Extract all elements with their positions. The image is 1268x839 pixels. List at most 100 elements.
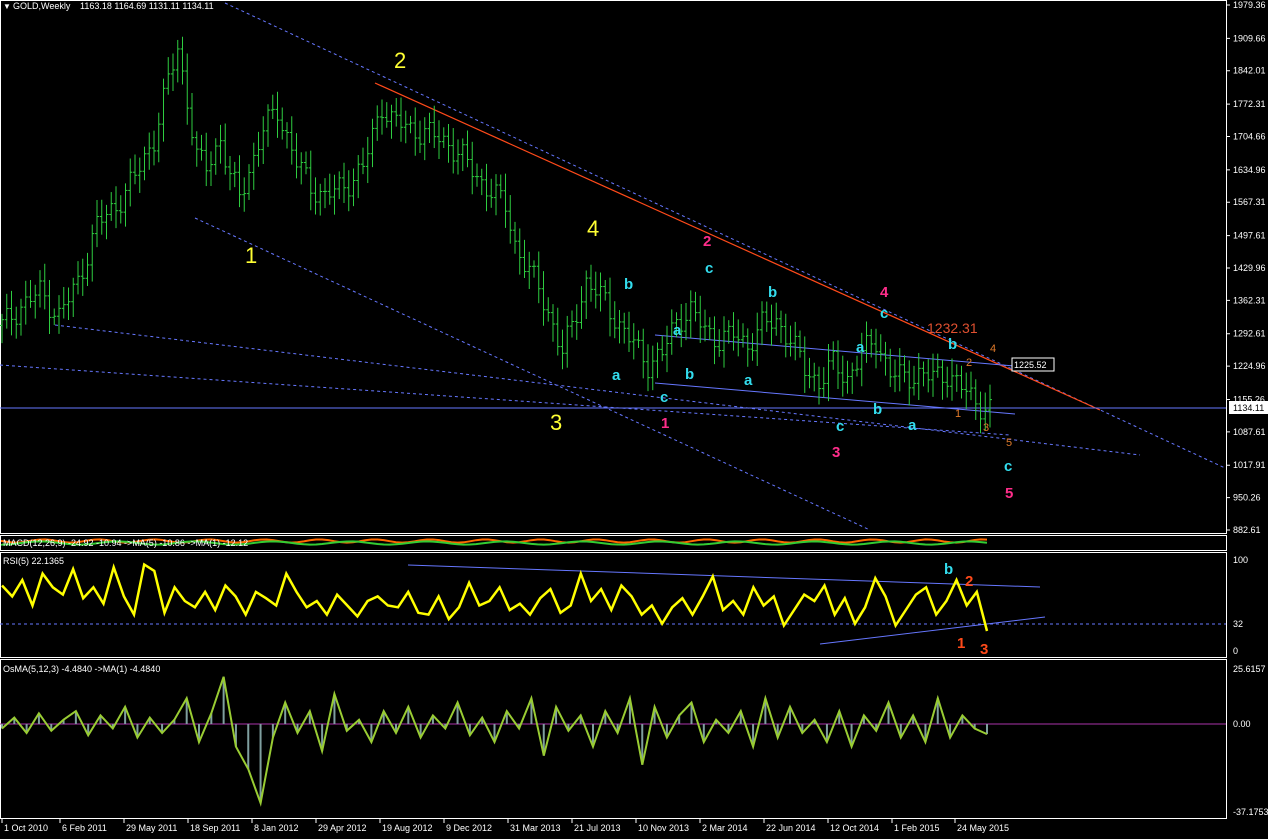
current-price-tag: 1134.11 — [1229, 401, 1268, 414]
price-tick-label: 950.26 — [1233, 493, 1261, 503]
upper-channel-dash — [224, 2, 1226, 469]
wave-minor-b1: b — [624, 276, 633, 293]
wave-minor-c1: c — [660, 389, 668, 406]
price-tick-label: 1979.36 — [1233, 0, 1266, 10]
axis-layer: 1979.36 1909.66 1842.01 1772.31 1704.66 1634.… — [1226, 0, 1268, 817]
rsi-tick-label: 100 — [1233, 555, 1248, 565]
x-tick-label: 18 Sep 2011 — [190, 823, 240, 833]
rsi-panel-frame — [0, 552, 1227, 658]
rsi-wave-2: 2 — [965, 573, 973, 590]
rsi-tick-label: 32 — [1233, 619, 1243, 629]
rsi-lower-trend — [819, 616, 1046, 645]
wave-sub-4: 4 — [990, 343, 996, 355]
x-tick-label: 24 May 2015 — [957, 823, 1009, 833]
wave-sub-5: 5 — [1006, 437, 1012, 449]
triangle-lower — [654, 382, 1016, 415]
x-tick-label: 12 Oct 2014 — [830, 823, 879, 833]
wave-minor-a1: a — [612, 367, 621, 384]
x-tick-label: 8 Jan 2012 — [254, 823, 299, 833]
wave-major-4: 4 — [587, 216, 599, 241]
base-dash-line-2 — [0, 364, 1011, 436]
wave-minor-a5: a — [908, 417, 917, 434]
price-tick-label: 1634.96 — [1233, 165, 1266, 175]
price-tick-label: 1017.91 — [1233, 460, 1266, 470]
rsi-tick-label: 0 — [1233, 646, 1238, 656]
x-tick-label: 29 May 2011 — [126, 823, 177, 833]
wave-sub-3: 3 — [983, 422, 989, 434]
x-tick-label: 9 Dec 2012 — [446, 823, 492, 833]
x-axis: 1 Oct 2010 6 Feb 2011 29 May 2011 18 Sep 20… — [1, 819, 1009, 833]
price-tick-label: 1909.66 — [1233, 33, 1266, 43]
wave-minor-c2: c — [705, 260, 713, 277]
wave-major-1: 1 — [245, 243, 257, 268]
base-dash-line-1 — [54, 324, 1141, 456]
lower-channel-dash — [194, 217, 871, 531]
wave-minor-b5: b — [948, 336, 957, 353]
chart-ohlc: 1163.18 1164.69 1131.11 1134.11 — [80, 1, 214, 11]
x-tick-label: 22 Jun 2014 — [766, 823, 816, 833]
trendline-layer — [0, 2, 1226, 531]
wave-int-3: 3 — [832, 444, 840, 461]
price-tick-label: 1224.96 — [1233, 361, 1266, 371]
macd-panel-frame — [0, 535, 1227, 551]
osma-histogram — [1, 676, 988, 807]
wave-minor-a2: a — [673, 322, 682, 339]
rsi-series — [1, 562, 989, 632]
x-tick-label: 2 Mar 2014 — [702, 823, 748, 833]
wave-int-1: 1 — [661, 415, 669, 432]
wave-sub-1: 1 — [955, 408, 961, 420]
price-tick-label: 1497.61 — [1233, 231, 1266, 241]
osma-tick-label: 0.00 — [1233, 719, 1251, 729]
rsi-label: RSI(5) 22.1365 — [3, 556, 64, 566]
wave-int-4: 4 — [880, 284, 889, 301]
x-tick-label: 31 Mar 2013 — [510, 823, 561, 833]
osma-panel-frame — [0, 659, 1227, 819]
wave-minor-c3: c — [836, 418, 844, 435]
level-annotation: 1232.31 — [927, 320, 978, 336]
rsi-wave-1: 1 — [957, 635, 965, 652]
rsi-wave-b: b — [944, 561, 953, 578]
price-tick-label: 1704.66 — [1233, 131, 1266, 141]
price-tick-label: 1842.01 — [1233, 66, 1266, 76]
price-tick-label: 1087.61 — [1233, 427, 1266, 437]
price-tick-label: 1429.96 — [1233, 263, 1266, 273]
price-tick-label: 1292.61 — [1233, 329, 1266, 339]
chart-symbol: GOLD,Weekly — [13, 1, 71, 11]
x-tick-label: 1 Feb 2015 — [894, 823, 940, 833]
price-tick-label: 1362.31 — [1233, 295, 1266, 305]
wave-minor-a3: a — [744, 372, 753, 389]
osma-label: OsMA(5,12,3) -4.4840 ->MA(1) -4.4840 — [3, 664, 160, 674]
x-tick-label: 6 Feb 2011 — [62, 823, 107, 833]
wave-minor-c4: c — [880, 305, 888, 322]
x-tick-label: 29 Apr 2012 — [318, 823, 367, 833]
wave-minor-c5: c — [1004, 458, 1012, 475]
wave-minor-b4: b — [873, 401, 882, 418]
price-panel-frame — [0, 0, 1227, 534]
macd-line — [1, 538, 988, 544]
rsi-upper-trend — [407, 564, 1041, 588]
line-price-tag: 1225.52 — [1011, 357, 1055, 372]
price-tick-label: 1567.31 — [1233, 197, 1266, 207]
rsi-wave-3: 3 — [980, 641, 988, 658]
macd-panel — [0, 538, 988, 546]
wave-major-3: 3 — [550, 410, 562, 435]
triangle-upper — [654, 334, 1026, 368]
osma-signal — [1, 676, 988, 807]
wave-sub-2: 2 — [966, 357, 972, 369]
wave-labels: 1 2 3 4 1 2 3 4 5 a b c a b c a b c a b … — [245, 48, 1013, 502]
candles — [0, 36, 992, 434]
wave-minor-b3: b — [768, 284, 777, 301]
wave-int-2: 2 — [703, 233, 711, 250]
osma-tick-label: -37.1753 — [1233, 807, 1268, 817]
macd-signal-line — [0, 540, 988, 546]
x-tick-label: 19 Aug 2012 — [382, 823, 433, 833]
price-tick-label: 1155.26 — [1233, 394, 1265, 404]
osma-tick-label: 25.6157 — [1233, 664, 1266, 674]
red-trendline — [374, 82, 1101, 411]
chart-dropdown-icon[interactable]: ▼ — [3, 2, 11, 11]
macd-label: MACD(12,26,9) -24.92 -10.94 ->MA(5) -10.… — [3, 538, 248, 548]
wave-minor-b2: b — [685, 366, 694, 383]
wave-minor-a4: a — [856, 339, 865, 356]
